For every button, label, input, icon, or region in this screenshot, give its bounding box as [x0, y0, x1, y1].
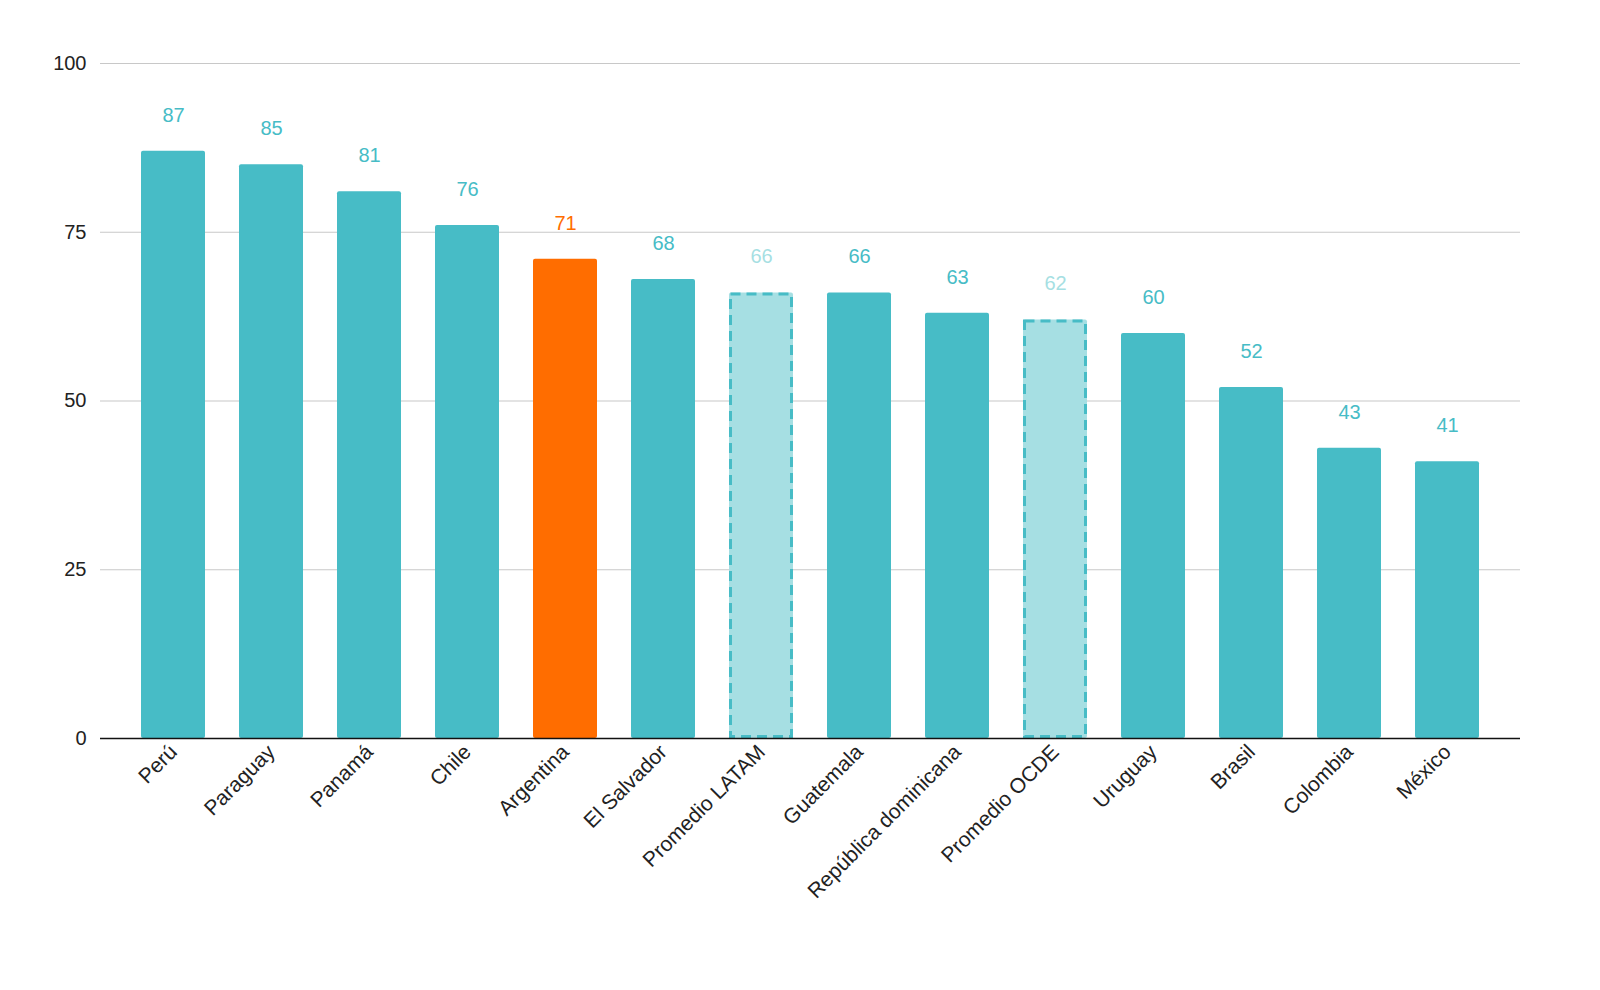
svg-text:Chile: Chile [425, 740, 475, 790]
svg-text:71: 71 [554, 212, 576, 234]
svg-text:México: México [1392, 740, 1455, 803]
svg-text:87: 87 [162, 104, 184, 126]
svg-text:Colombia: Colombia [1278, 740, 1357, 819]
svg-text:Perú: Perú [133, 740, 181, 788]
svg-text:Promedio OCDE: Promedio OCDE [936, 740, 1063, 867]
svg-text:Guatemala: Guatemala [778, 740, 867, 829]
svg-text:República dominicana: República dominicana [803, 740, 966, 903]
svg-text:Panamá: Panamá [306, 740, 378, 812]
svg-text:68: 68 [652, 232, 674, 254]
svg-text:66: 66 [848, 245, 870, 267]
svg-text:41: 41 [1436, 414, 1458, 436]
svg-text:100: 100 [53, 52, 86, 74]
svg-text:Argentina: Argentina [493, 740, 573, 820]
svg-text:50: 50 [64, 389, 86, 411]
svg-text:62: 62 [1044, 272, 1066, 294]
svg-text:60: 60 [1142, 286, 1164, 308]
svg-text:Uruguay: Uruguay [1089, 739, 1162, 812]
svg-text:63: 63 [946, 266, 968, 288]
svg-text:0: 0 [75, 727, 86, 749]
svg-text:25: 25 [64, 558, 86, 580]
svg-text:75: 75 [64, 221, 86, 243]
svg-text:76: 76 [456, 178, 478, 200]
svg-text:81: 81 [358, 144, 380, 166]
svg-text:85: 85 [260, 117, 282, 139]
svg-text:43: 43 [1338, 401, 1360, 423]
svg-text:Promedio LATAM: Promedio LATAM [638, 740, 769, 871]
svg-text:Brasil: Brasil [1206, 740, 1259, 793]
svg-text:66: 66 [750, 245, 772, 267]
svg-text:52: 52 [1240, 340, 1262, 362]
svg-text:El Salvador: El Salvador [579, 740, 671, 832]
svg-text:Paraguay: Paraguay [199, 739, 279, 819]
